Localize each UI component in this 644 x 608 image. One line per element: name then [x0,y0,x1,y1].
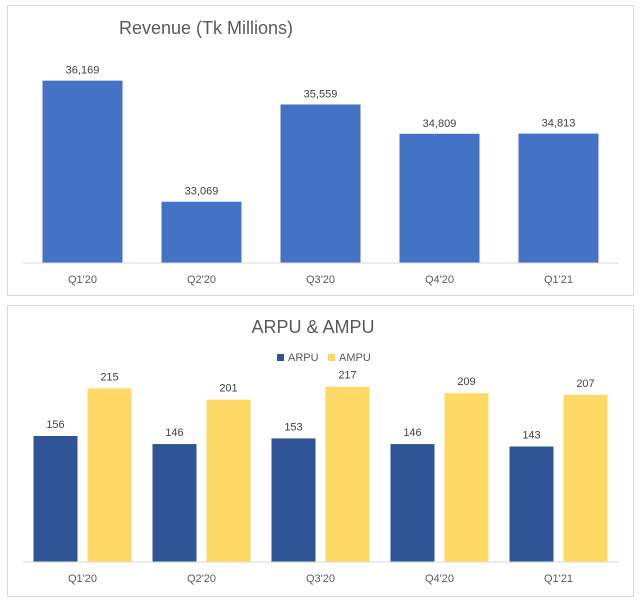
bar-ampu-q3-20 [325,386,370,562]
revenue-bar-q2-20 [161,201,242,263]
data-label-arpu-q3-20: 153 [284,421,302,433]
data-label-ampu-q1-20: 215 [100,371,118,383]
revenue-bar-q1-20 [42,80,123,263]
arpu-ampu-tick-label-q4-20: Q4'20 [425,573,454,585]
data-label-ampu-q3-20: 217 [338,370,356,382]
revenue-chart-panel: Revenue (Tk Millions) 36,169 Q1'20 33,069 Q… [7,5,634,296]
revenue-bar-q1-21 [518,133,599,263]
data-label-arpu-q1-20: 156 [46,419,64,431]
bar-arpu-q3-20 [271,438,316,562]
data-label-ampu-q2-20: 201 [219,383,237,395]
arpu-ampu-chart-title: ARPU & AMPU [251,317,374,337]
revenue-bar-q3-20 [280,104,361,264]
legend-swatch-ampu [328,354,335,361]
bar-ampu-q4-20 [444,393,489,562]
legend-label-arpu: ARPU [288,352,319,364]
bar-ampu-q2-20 [206,399,251,562]
revenue-chart-title: Revenue (Tk Millions) [119,18,293,38]
bar-arpu-q1-20 [33,436,78,562]
legend-label-ampu: AMPU [339,352,371,364]
revenue-tick-label-q2-20: Q2'20 [187,274,216,286]
data-label-ampu-q4-20: 209 [457,376,475,388]
arpu-ampu-tick-label-q3-20: Q3'20 [306,573,335,585]
revenue-data-label-q3-20: 35,559 [304,88,338,100]
arpu-ampu-chart-panel: ARPU & AMPU ARPU AMPU 156 215 Q1'20 146 201 Q… [7,305,634,597]
revenue-chart: Revenue (Tk Millions) 36,169 Q1'20 33,069 Q… [23,18,618,286]
data-label-arpu-q2-20: 146 [165,427,183,439]
data-label-arpu-q1-21: 143 [522,430,540,442]
revenue-data-label-q1-21: 34,813 [542,118,576,130]
revenue-tick-label-q1-20: Q1'20 [68,274,97,286]
revenue-data-label-q2-20: 33,069 [185,186,219,198]
revenue-bar-q4-20 [399,133,480,263]
legend: ARPU AMPU [277,352,371,364]
arpu-ampu-tick-label-q1-20: Q1'20 [68,573,97,585]
bar-arpu-q1-21 [509,446,554,562]
arpu-ampu-tick-label-q1-21: Q1'21 [544,573,573,585]
bar-ampu-q1-21 [563,394,608,562]
data-label-arpu-q4-20: 146 [403,427,421,439]
revenue-tick-label-q3-20: Q3'20 [306,274,335,286]
bar-arpu-q4-20 [390,444,435,562]
revenue-tick-label-q1-21: Q1'21 [544,274,573,286]
legend-swatch-arpu [277,354,284,361]
revenue-data-label-q1-20: 36,169 [66,65,100,77]
bar-arpu-q2-20 [152,444,197,562]
arpu-ampu-chart: ARPU & AMPU ARPU AMPU 156 215 Q1'20 146 201 Q… [23,317,618,585]
arpu-ampu-tick-label-q2-20: Q2'20 [187,573,216,585]
data-label-ampu-q1-21: 207 [576,378,594,390]
revenue-data-label-q4-20: 34,809 [423,118,457,130]
revenue-tick-label-q4-20: Q4'20 [425,274,454,286]
bar-ampu-q1-20 [87,388,132,562]
